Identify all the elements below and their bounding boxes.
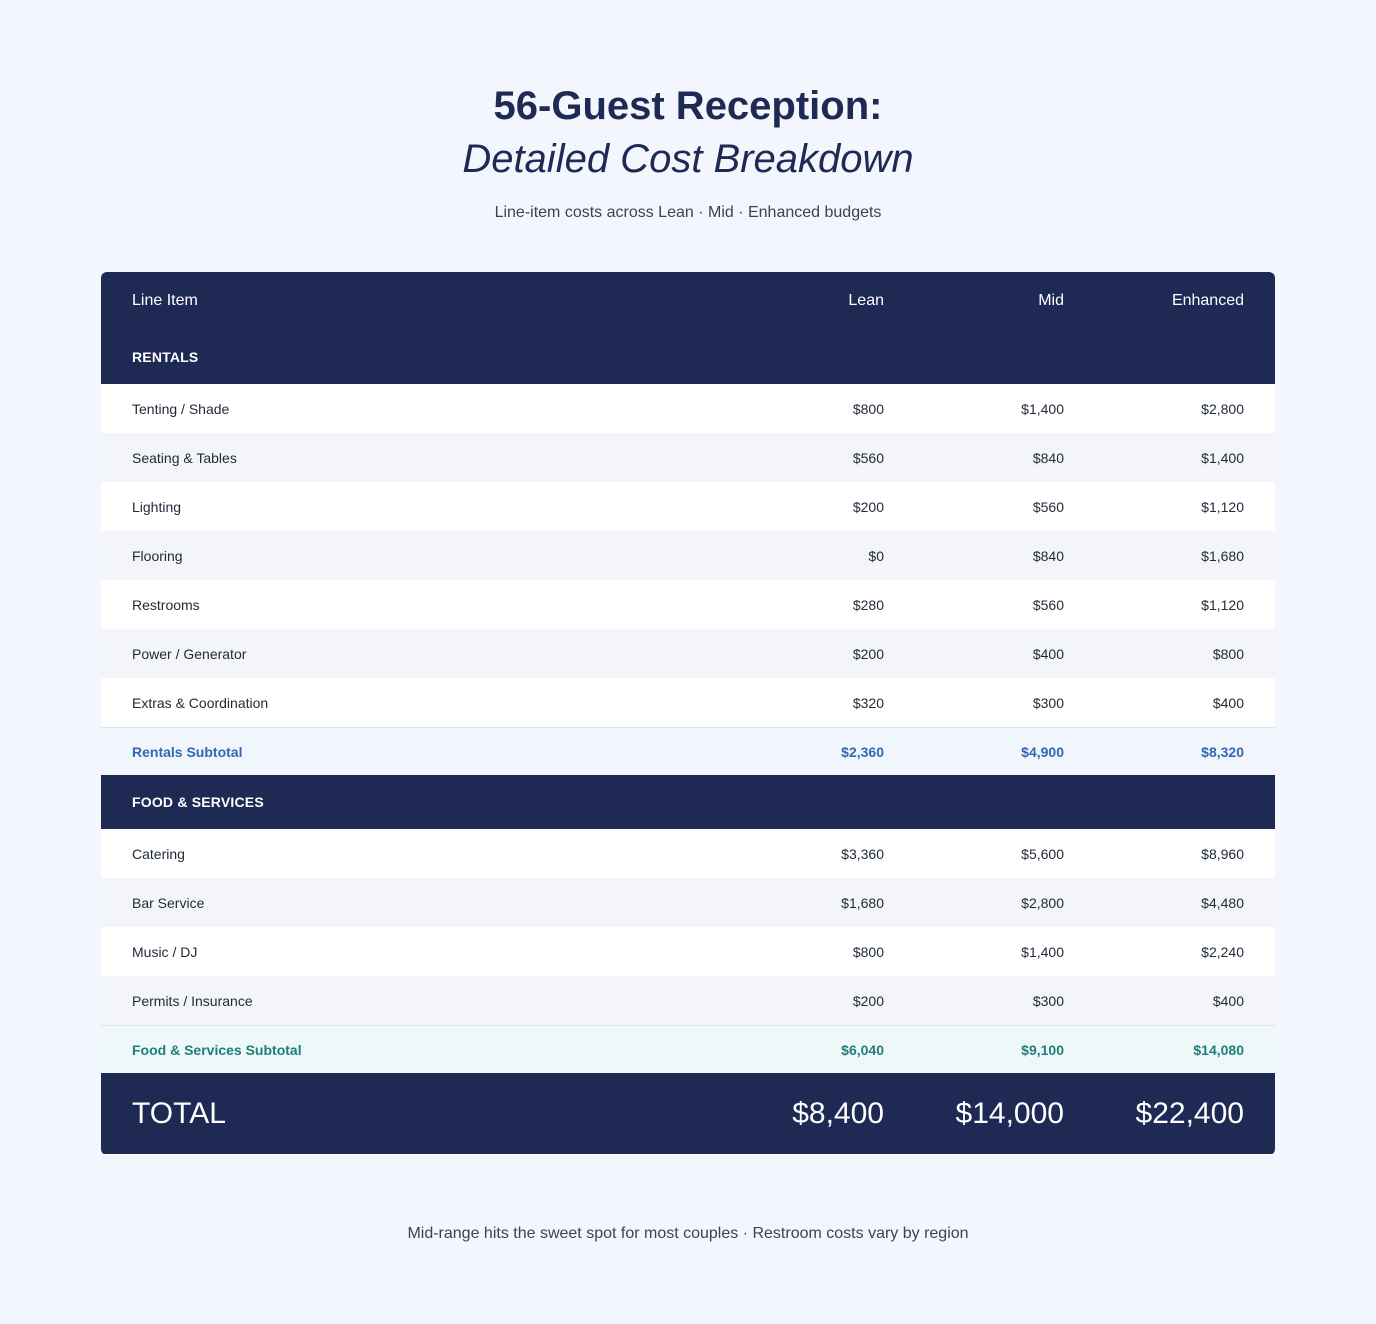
- total-lean: $8,400: [792, 1096, 884, 1130]
- enhanced-value: $1,680: [1201, 547, 1244, 564]
- column-header-mid: Mid: [1038, 292, 1064, 309]
- column-header-line-item: Line Item: [132, 292, 198, 309]
- column-header-lean: Lean: [848, 292, 884, 309]
- mid-value: $1,400: [1021, 400, 1064, 417]
- mid-value: $1,400: [1021, 943, 1064, 960]
- line-item-label: Seating & Tables: [132, 449, 237, 466]
- lean-value: $200: [852, 992, 884, 1009]
- subtotal-lean: $2,360: [841, 743, 884, 760]
- subtotal-row-rentals: Rentals Subtotal $2,360 $4,900 $8,320: [101, 727, 1275, 775]
- enhanced-value: $800: [1212, 645, 1244, 662]
- subtotal-mid: $4,900: [1021, 743, 1064, 760]
- subtotal-mid: $9,100: [1021, 1041, 1064, 1058]
- table-row: Seating & Tables $560 $840 $1,400: [101, 433, 1275, 482]
- table-row: Catering $3,360 $5,600 $8,960: [101, 829, 1275, 878]
- section-title: FOOD & SERVICES: [132, 794, 264, 810]
- section-title: RENTALS: [132, 349, 199, 365]
- subtotal-label: Food & Services Subtotal: [132, 1041, 302, 1058]
- lean-value: $280: [852, 596, 884, 613]
- mid-value: $400: [1032, 645, 1064, 662]
- table-header-row: Line Item Lean Mid Enhanced: [101, 272, 1275, 330]
- lean-value: $0: [868, 547, 884, 564]
- subtotal-lean: $6,040: [841, 1041, 884, 1058]
- footnote: Mid-range hits the sweet spot for most c…: [407, 1225, 969, 1242]
- page-header: 56-Guest Reception: Detailed Cost Breakd…: [0, 82, 1376, 187]
- table-row: Permits / Insurance $200 $300 $400: [101, 976, 1275, 1025]
- enhanced-value: $4,480: [1201, 894, 1244, 911]
- mid-value: $560: [1032, 498, 1064, 515]
- mid-value: $2,800: [1021, 894, 1064, 911]
- line-item-label: Flooring: [132, 547, 183, 564]
- enhanced-value: $400: [1212, 992, 1244, 1009]
- table-row: Flooring $0 $840 $1,680: [101, 531, 1275, 580]
- table-row: Power / Generator $200 $400 $800: [101, 629, 1275, 678]
- page-title: 56-Guest Reception:: [493, 84, 883, 128]
- total-label: TOTAL: [132, 1096, 226, 1130]
- lean-value: $200: [852, 498, 884, 515]
- column-header-enhanced: Enhanced: [1171, 292, 1244, 309]
- lean-value: $560: [852, 449, 884, 466]
- line-item-label: Lighting: [132, 498, 182, 515]
- lean-value: $320: [852, 694, 884, 711]
- total-mid: $14,000: [955, 1096, 1064, 1130]
- subtotal-enhanced: $14,080: [1193, 1041, 1244, 1058]
- total-row: TOTAL $8,400 $14,000 $22,400: [101, 1073, 1275, 1154]
- subtotal-label: Rentals Subtotal: [132, 743, 243, 760]
- enhanced-value: $8,960: [1201, 845, 1244, 862]
- cost-table: Line Item Lean Mid Enhanced RENTALS Tent…: [101, 272, 1275, 1155]
- mid-value: $840: [1032, 449, 1064, 466]
- line-item-label: Restrooms: [132, 596, 200, 613]
- enhanced-value: $400: [1212, 694, 1244, 711]
- line-item-label: Bar Service: [132, 894, 205, 911]
- mid-value: $300: [1032, 694, 1064, 711]
- lean-value: $3,360: [841, 845, 884, 862]
- page-subtitle: Line-item costs across Lean · Mid · Enha…: [494, 204, 882, 221]
- mid-value: $300: [1032, 992, 1064, 1009]
- table-row: Extras & Coordination $320 $300 $400: [101, 678, 1275, 727]
- line-item-label: Power / Generator: [132, 645, 247, 662]
- mid-value: $840: [1032, 547, 1064, 564]
- subtotal-enhanced: $8,320: [1201, 743, 1244, 760]
- enhanced-value: $1,120: [1201, 498, 1244, 515]
- enhanced-value: $1,120: [1201, 596, 1244, 613]
- page-title-subheading: Detailed Cost Breakdown: [462, 137, 914, 181]
- line-item-label: Extras & Coordination: [132, 694, 269, 711]
- mid-value: $560: [1032, 596, 1064, 613]
- line-item-label: Music / DJ: [132, 943, 198, 960]
- table-row: Lighting $200 $560 $1,120: [101, 482, 1275, 531]
- lean-value: $1,680: [841, 894, 884, 911]
- mid-value: $5,600: [1021, 845, 1064, 862]
- enhanced-value: $2,240: [1201, 943, 1244, 960]
- lean-value: $800: [852, 943, 884, 960]
- table-row: Tenting / Shade $800 $1,400 $2,800: [101, 384, 1275, 433]
- table-row: Bar Service $1,680 $2,800 $4,480: [101, 878, 1275, 927]
- line-item-label: Catering: [132, 845, 185, 862]
- lean-value: $200: [852, 645, 884, 662]
- section-header-rentals: RENTALS: [101, 330, 1275, 384]
- table-row: Restrooms $280 $560 $1,120: [101, 580, 1275, 629]
- subtotal-row-food-services: Food & Services Subtotal $6,040 $9,100 $…: [101, 1025, 1275, 1073]
- table-row: Music / DJ $800 $1,400 $2,240: [101, 927, 1275, 976]
- section-header-food-services: FOOD & SERVICES: [101, 775, 1275, 829]
- lean-value: $800: [852, 400, 884, 417]
- line-item-label: Permits / Insurance: [132, 992, 253, 1009]
- total-enhanced: $22,400: [1135, 1096, 1244, 1130]
- line-item-label: Tenting / Shade: [132, 400, 230, 417]
- enhanced-value: $2,800: [1201, 400, 1244, 417]
- enhanced-value: $1,400: [1201, 449, 1244, 466]
